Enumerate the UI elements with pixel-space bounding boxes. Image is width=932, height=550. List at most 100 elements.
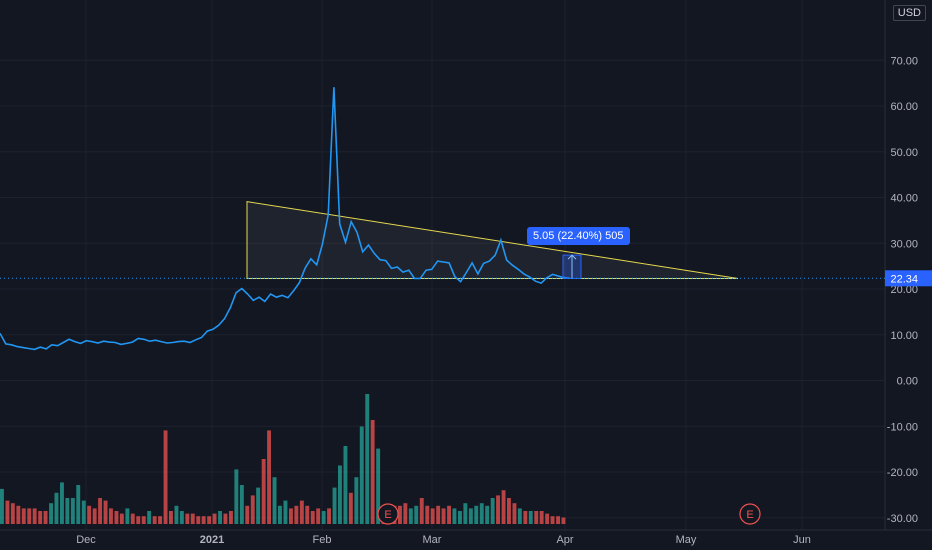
volume-bar — [359, 426, 364, 524]
volume-bar — [523, 511, 528, 524]
volume-bar — [289, 508, 293, 524]
earnings-circle — [377, 503, 399, 525]
earnings-circle — [739, 503, 761, 525]
earnings-icon: E — [746, 509, 753, 521]
volume-bar — [398, 505, 402, 524]
volume-bar — [272, 477, 277, 524]
volume-bar — [229, 511, 233, 524]
volume-bar — [556, 516, 560, 524]
volume-bar — [534, 511, 539, 524]
volume-bar — [130, 513, 135, 524]
price-tick-label: -10.00 — [887, 421, 918, 433]
volume-bar — [419, 498, 424, 524]
volume-bar — [305, 505, 310, 524]
volume-bar — [310, 511, 315, 524]
volume-bar — [463, 503, 468, 524]
measure-label: 5.05 (22.40%) 505 — [527, 227, 630, 245]
volume-bar — [485, 505, 490, 524]
measure-arrowhead — [567, 254, 577, 260]
volume-bar — [550, 516, 555, 524]
time-axis[interactable]: Dec 2021 Feb Mar Apr May Jun — [0, 529, 932, 546]
volume-bar — [92, 508, 97, 524]
volume-bar — [201, 516, 206, 524]
volume-bar — [430, 508, 435, 524]
volume-bar — [174, 505, 179, 524]
volume-bar — [479, 503, 484, 524]
volume-bar — [408, 508, 413, 524]
volume-bar — [190, 513, 195, 524]
volume-bar — [207, 516, 212, 524]
volume-bar — [65, 498, 70, 524]
volume-bar — [545, 513, 550, 524]
volume-bar — [158, 516, 162, 524]
volume-bar — [267, 430, 271, 524]
volume-bar — [370, 420, 375, 524]
time-tick-label: Apr — [556, 534, 573, 546]
volume-bar — [10, 503, 15, 524]
volume-bar — [114, 511, 119, 524]
volume-bar — [474, 505, 479, 524]
volume-bar — [539, 511, 544, 524]
volume-bar — [179, 511, 184, 524]
volume-bar — [98, 498, 102, 524]
volume-bar — [250, 495, 255, 524]
price-tick-label: 20.00 — [890, 284, 918, 296]
last-price-text: 22.34 — [890, 273, 918, 285]
volume-bar — [245, 505, 250, 524]
volume-bar — [38, 511, 43, 524]
volume-bar — [332, 487, 337, 524]
volume-bar — [294, 505, 299, 524]
volume-bar — [163, 430, 168, 524]
volume-bar — [196, 516, 201, 524]
volume-bar — [54, 492, 59, 524]
volume-bar — [147, 511, 152, 524]
volume-bar — [32, 508, 37, 524]
volume-bar — [119, 513, 124, 524]
volume-bar — [414, 505, 419, 524]
volume-bar — [490, 498, 495, 524]
volume-bar — [354, 477, 359, 524]
last-price-badge — [885, 270, 932, 287]
volume-bar — [70, 498, 75, 524]
volume-bar — [169, 511, 173, 524]
time-tick-label: May — [676, 534, 697, 546]
volume-bar — [87, 505, 92, 524]
price-tick-label: 60.00 — [890, 101, 918, 113]
volume-bar — [212, 513, 217, 524]
volume-bar — [152, 516, 157, 524]
price-tick-label: 0.00 — [897, 376, 918, 388]
price-series — [0, 87, 571, 351]
volume-bar — [299, 500, 304, 524]
price-tick-label: 50.00 — [890, 147, 918, 159]
price-range-measure[interactable] — [562, 254, 582, 279]
volume-bar — [256, 487, 261, 524]
price-tick-label: 10.00 — [890, 330, 918, 342]
volume-bar — [403, 503, 408, 524]
volume-bar — [76, 485, 81, 524]
volume-bar — [27, 508, 32, 524]
volume-bar — [16, 505, 21, 524]
volume-bar — [512, 503, 517, 524]
volume-bar — [447, 505, 451, 524]
price-tick-label: 40.00 — [890, 193, 918, 205]
volume-bar — [125, 508, 130, 524]
volume-bar — [239, 485, 244, 524]
time-tick-label: Dec — [76, 534, 96, 546]
price-axis[interactable]: 70.00 60.00 50.00 40.00 30.00 20.00 10.00 0.00 -… — [884, 0, 918, 530]
volume-bar — [5, 500, 10, 524]
last-price-line: 22.34 — [0, 270, 932, 287]
volume-bar — [517, 508, 522, 524]
volume-bar — [109, 508, 113, 524]
volume-bar — [452, 508, 457, 524]
volume-bar — [376, 448, 381, 524]
volume-bar — [338, 465, 342, 524]
volume-bar — [141, 516, 146, 524]
earnings-icon: E — [384, 509, 391, 521]
volume-bar — [316, 508, 321, 524]
currency-label[interactable]: USD — [892, 5, 926, 21]
volume-bar — [441, 508, 446, 524]
price-line — [0, 87, 571, 351]
